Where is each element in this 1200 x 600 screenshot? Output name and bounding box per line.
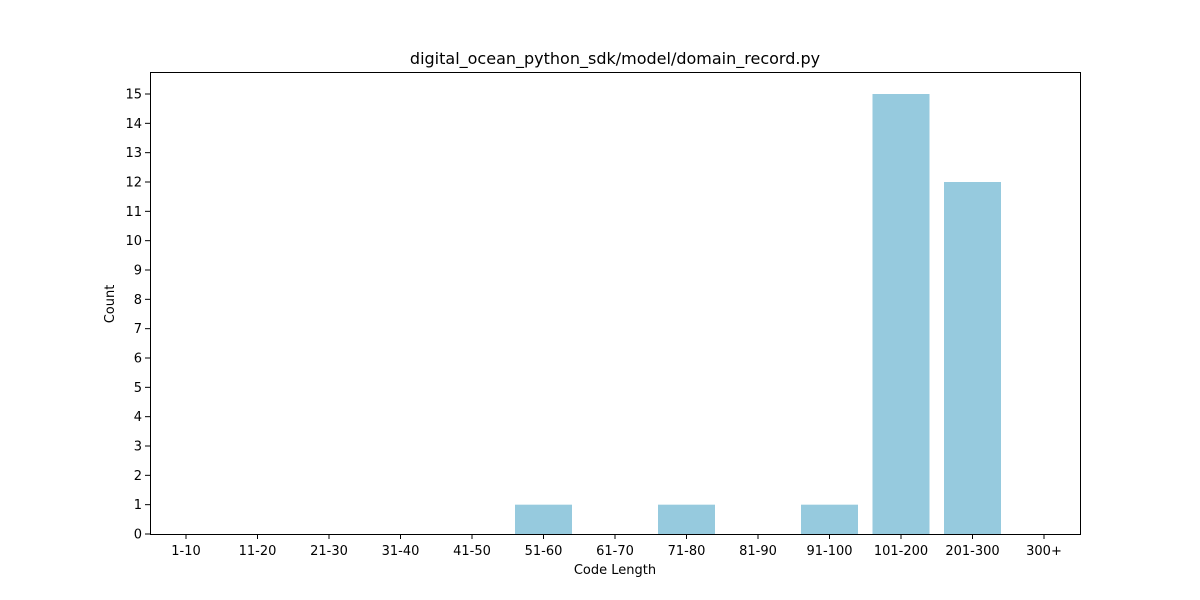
y-tick-label: 6 (134, 352, 142, 367)
x-tick-label: 81-90 (739, 544, 777, 559)
y-tick-label: 1 (134, 498, 142, 513)
y-tick-label: 0 (134, 528, 142, 543)
x-tick-label: 21-30 (310, 544, 348, 559)
plot-frame (150, 72, 1081, 535)
y-tick-label: 13 (125, 146, 142, 161)
x-tick-label: 31-40 (382, 544, 420, 559)
x-tick-label: 201-300 (945, 544, 999, 559)
x-tick-label: 41-50 (453, 544, 491, 559)
bar-101-200 (872, 94, 930, 534)
bars-layer (515, 94, 1001, 534)
x-tick-label: 11-20 (239, 544, 277, 559)
y-tick-label: 10 (125, 234, 142, 249)
y-tick-label: 3 (134, 440, 142, 455)
x-tick-label: 51-60 (525, 544, 563, 559)
y-tick-label: 9 (134, 264, 142, 279)
y-tick-label: 15 (125, 88, 142, 103)
y-tick-label: 12 (125, 176, 142, 191)
bar-201-300 (944, 182, 1001, 534)
y-tick-label: 7 (134, 322, 142, 337)
y-tick-label: 5 (134, 381, 142, 396)
bar-71-80 (658, 504, 715, 534)
x-axis: 1-10 11-20 21-30 31-40 41-50 51-60 61-70 71-80 8… (171, 534, 1062, 559)
x-tick-label: 101-200 (874, 544, 928, 559)
x-tick-label: 61-70 (596, 544, 634, 559)
bar-91-100 (801, 504, 858, 534)
y-tick-label: 2 (134, 469, 142, 484)
bar-51-60 (515, 504, 572, 534)
x-tick-label: 1-10 (171, 544, 201, 559)
y-tick-label: 11 (125, 205, 142, 220)
x-tick-label: 91-100 (806, 544, 852, 559)
x-tick-label: 300+ (1026, 544, 1062, 559)
x-axis-label: Code Length (574, 563, 656, 578)
y-tick-label: 4 (134, 410, 142, 425)
x-tick-label: 71-80 (668, 544, 706, 559)
y-tick-label: 14 (125, 117, 142, 132)
y-tick-label: 8 (134, 293, 142, 308)
y-axis-label: Count (103, 285, 118, 324)
chart-title: digital_ocean_python_sdk/model/domain_re… (410, 49, 820, 69)
